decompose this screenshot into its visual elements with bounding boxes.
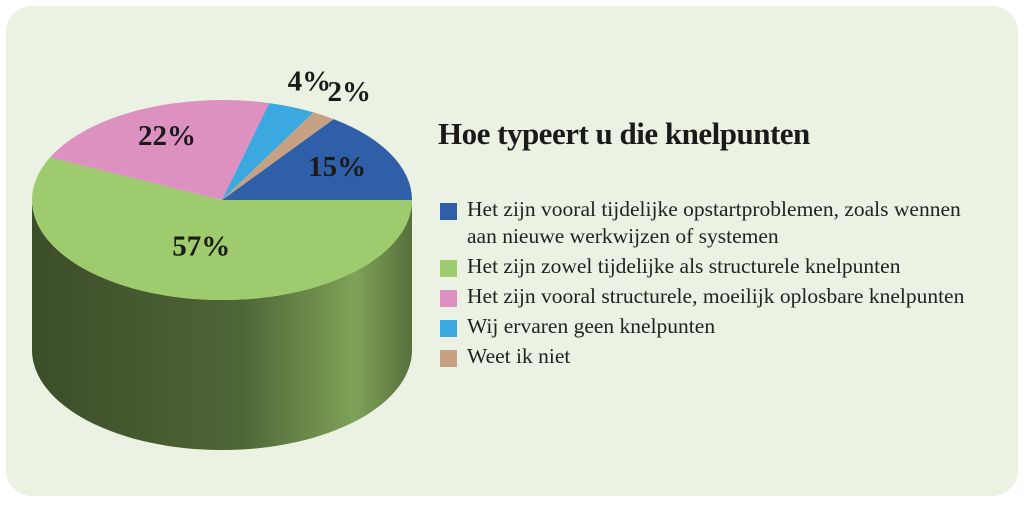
legend-label: Het zijn zowel tijdelijke als structurel… <box>467 254 901 278</box>
pie-slice <box>222 112 334 200</box>
data-label: 15% <box>308 151 366 183</box>
legend-swatch <box>440 260 457 277</box>
data-label: 4% <box>288 65 332 97</box>
pie-slice <box>50 100 270 200</box>
legend-swatch <box>440 203 457 220</box>
pie-slice <box>222 103 314 200</box>
data-label: 57% <box>172 230 230 262</box>
legend-item: Het zijn vooral tijdelijke opstartproble… <box>440 196 980 250</box>
legend-swatch <box>440 350 457 367</box>
legend-label: Weet ik niet <box>467 344 571 368</box>
legend-swatch <box>440 290 457 307</box>
legend-label: Het zijn vooral structurele, moeilijk op… <box>467 284 965 308</box>
pie-slice <box>222 119 412 200</box>
legend-label: Wij ervaren geen knelpunten <box>467 314 716 338</box>
pie-slice <box>32 157 413 300</box>
chart-title: Hoe typeert u die knelpunten <box>438 116 810 151</box>
data-label: 2% <box>328 76 372 108</box>
legend-swatch <box>440 320 457 337</box>
legend-item: Weet ik niet <box>440 343 980 370</box>
data-label: 22% <box>138 120 196 152</box>
legend-item: Het zijn zowel tijdelijke als structurel… <box>440 253 980 280</box>
legend-label: Het zijn vooral tijdelijke opstartproble… <box>467 197 961 248</box>
pie: 15% 57% 22% 4%2% <box>32 65 413 450</box>
legend-item: Het zijn vooral structurele, moeilijk op… <box>440 283 980 310</box>
legend: Het zijn vooral tijdelijke opstartproble… <box>440 196 980 373</box>
pie-side-shade <box>32 200 412 450</box>
legend-item: Wij ervaren geen knelpunten <box>440 313 980 340</box>
